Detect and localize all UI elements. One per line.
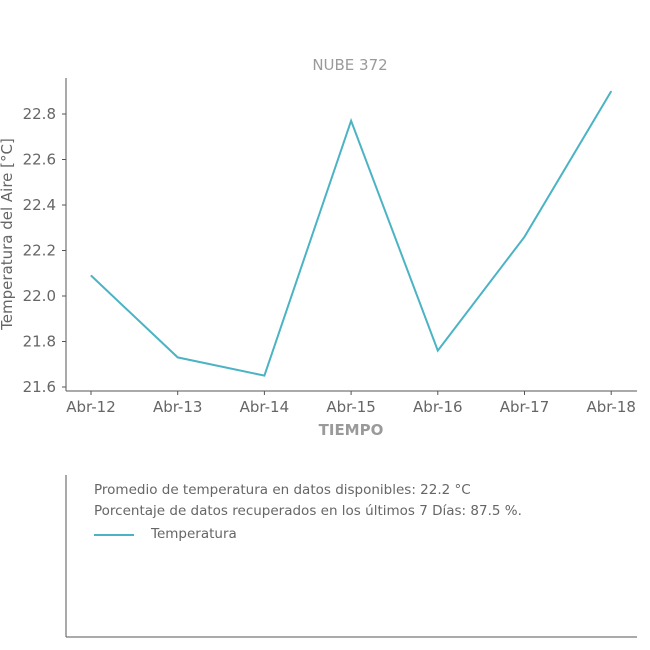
data-point <box>263 375 265 377</box>
x-tick-label: Abr-12 <box>66 398 116 416</box>
recovered-percentage-text: Porcentaje de datos recuperados en los ú… <box>94 503 522 519</box>
legend-label: Temperatura <box>150 526 237 542</box>
series-line-temperatura <box>90 90 613 377</box>
x-tick-label: Abr-18 <box>586 398 636 416</box>
x-ticks: Abr-12 Abr-13 Abr-14 Abr-15 Abr-16 Abr-17 Abr-… <box>66 391 636 416</box>
y-tick-label: 22.0 <box>23 287 56 305</box>
data-point <box>350 120 352 122</box>
y-tick-label: 22.8 <box>23 105 56 123</box>
data-point <box>90 275 92 277</box>
info-panel: Promedio de temperatura en datos disponi… <box>65 475 637 638</box>
x-tick-label: Abr-13 <box>153 398 203 416</box>
x-axis-title: TIEMPO <box>319 421 384 439</box>
y-tick-label: 22.2 <box>23 242 56 260</box>
chart-axes <box>65 78 637 392</box>
series-layer <box>90 90 613 377</box>
x-tick-label: Abr-14 <box>240 398 290 416</box>
x-tick-label: Abr-16 <box>413 398 463 416</box>
y-tick-label: 22.4 <box>23 196 56 214</box>
x-tick-label: Abr-17 <box>500 398 550 416</box>
data-point <box>437 350 439 352</box>
y-ticks: 21.6 21.8 22.0 22.2 22.4 22.6 22.8 <box>23 105 66 396</box>
data-point <box>524 236 525 238</box>
average-temperature-text: Promedio de temperatura en datos disponi… <box>94 482 471 498</box>
y-tick-label: 22.6 <box>23 151 56 169</box>
data-point <box>610 90 612 92</box>
y-tick-label: 21.6 <box>23 378 56 396</box>
chart-title: NUBE 372 <box>312 56 387 74</box>
x-tick-label: Abr-15 <box>326 398 376 416</box>
y-tick-label: 21.8 <box>23 333 56 351</box>
y-axis-title: Temperatura del Aire [°C] <box>0 138 16 331</box>
data-point <box>177 356 179 358</box>
